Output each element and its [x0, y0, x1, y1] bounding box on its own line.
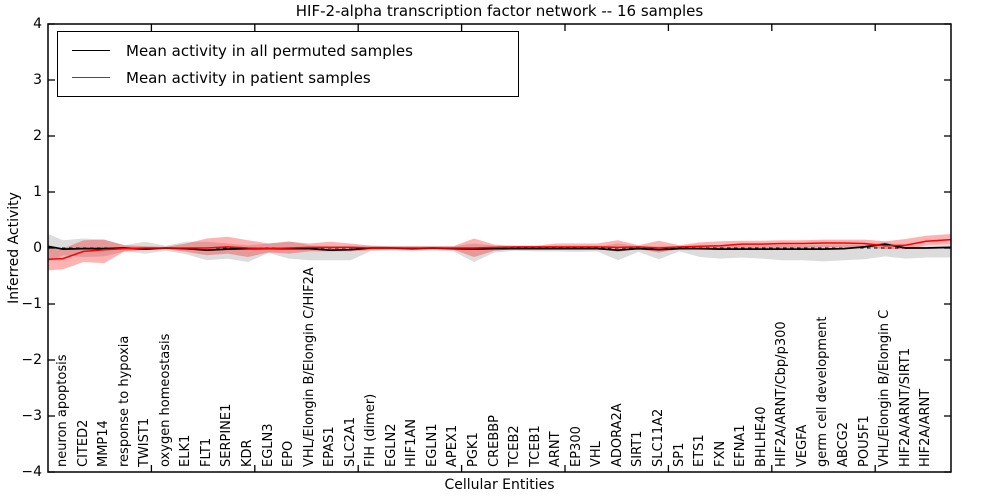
- x-category-label: FLT1: [198, 437, 214, 467]
- x-category-label: PGK1: [466, 432, 481, 467]
- x-category-label: HIF2A/ARNT/SIRT1: [897, 348, 913, 467]
- x-category-label: EP300: [568, 426, 584, 467]
- x-category-label: VHL/Elongin B/Elongin C/HIF2A: [301, 267, 317, 467]
- legend-item-patient: Mean activity in patient samples: [58, 64, 518, 91]
- x-category-label: HIF2A/ARNT: [918, 388, 934, 467]
- x-category-label: EGLN3: [260, 423, 276, 467]
- x-category-label: TCEB1: [527, 425, 543, 467]
- x-category-label: ARNT: [548, 431, 564, 467]
- x-category-label: EGLN1: [424, 423, 440, 467]
- x-category-label: BHLHE40: [753, 406, 769, 467]
- x-category-label: VHL: [589, 441, 605, 467]
- x-category-label: response to hypoxia: [116, 335, 132, 467]
- x-category-label: SP1: [671, 442, 687, 467]
- y-tick-label: −2: [21, 352, 42, 368]
- y-tick-label: −1: [21, 296, 42, 312]
- y-tick-label: −3: [21, 408, 42, 424]
- x-category-label: VHL/Elongin B/Elongin C: [877, 309, 892, 467]
- x-category-label: EPO: [281, 440, 297, 467]
- y-tick-label: 3: [33, 72, 42, 88]
- x-category-label: ETS1: [692, 434, 708, 467]
- x-axis-label: Cellular Entities: [444, 477, 555, 493]
- x-category-label: SLC2A1: [342, 416, 358, 467]
- x-category-label: ADORA2A: [609, 403, 625, 467]
- x-category-label: FIH (dimer): [363, 393, 379, 467]
- patient-line-sample: [72, 77, 110, 78]
- x-category-label: EFNA1: [733, 424, 749, 467]
- y-tick-label: 0: [33, 240, 42, 256]
- y-tick-label: −4: [21, 464, 42, 480]
- x-category-label: SIRT1: [630, 430, 646, 467]
- x-category-label: HIF1AN: [404, 419, 420, 467]
- x-category-label: FXN: [712, 440, 728, 467]
- mean-activity-in-all-permuted-samples-line: [47, 243, 952, 252]
- x-category-label: TWIST1: [137, 417, 153, 467]
- x-category-label: KDR: [240, 439, 255, 467]
- chart-title: HIF-2-alpha transcription factor network…: [295, 2, 704, 20]
- x-category-label: ABCG2: [835, 421, 851, 467]
- legend-item-permuted: Mean activity in all permuted samples: [58, 37, 518, 64]
- legend: Mean activity in all permuted samples Me…: [57, 31, 519, 97]
- x-category-label: VEGFA: [794, 424, 810, 467]
- x-category-label: HIF2A/ARNT/Cbp/p300: [774, 321, 790, 467]
- legend-label: Mean activity in all permuted samples: [126, 41, 413, 60]
- x-category-label: EGLN2: [383, 423, 399, 467]
- legend-label: Mean activity in patient samples: [126, 68, 371, 87]
- y-tick-label: 2: [33, 128, 42, 144]
- y-tick-label: 1: [33, 184, 42, 200]
- mean-activity-in-patient-samples-line: [47, 238, 952, 260]
- x-category-label: SLC11A2: [651, 408, 666, 467]
- x-category-label: MMP14: [96, 420, 112, 467]
- patient-samples-range: [48, 234, 951, 271]
- y-tick-label: 4: [33, 16, 42, 32]
- x-category-label: POU5F1: [856, 415, 872, 467]
- x-category-label: SERPINE1: [219, 403, 235, 467]
- x-category-label: CITED2: [75, 419, 91, 467]
- x-category-label: ELK1: [178, 434, 194, 467]
- x-category-label: germ cell development: [815, 316, 831, 467]
- x-category-label: TCEB2: [507, 425, 523, 467]
- x-category-label: EPAS1: [322, 426, 338, 467]
- x-category-label: neuron apoptosis: [55, 354, 70, 468]
- permuted-line-sample: [72, 50, 110, 51]
- x-category-label: APEX1: [445, 424, 461, 467]
- x-category-label: oxygen homeostasis: [157, 333, 173, 467]
- x-category-label: CREBBP: [486, 415, 502, 467]
